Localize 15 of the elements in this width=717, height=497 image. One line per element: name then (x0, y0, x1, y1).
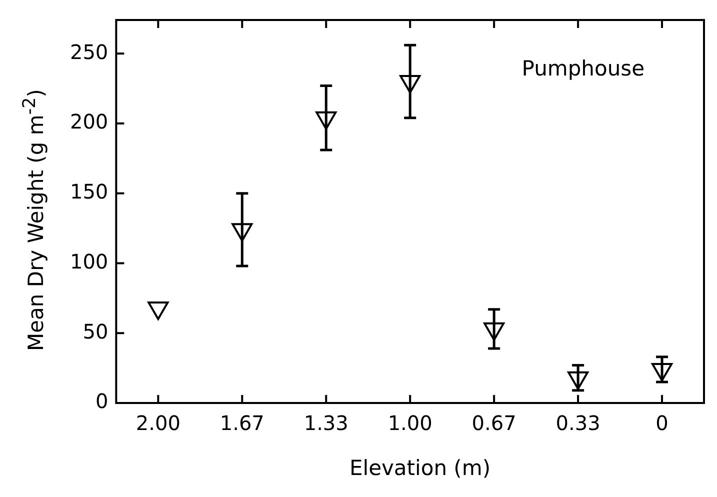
x-tick-label: 0.33 (556, 411, 600, 436)
y-tick-label: 100 (70, 249, 108, 274)
x-tick-label: 1.00 (388, 411, 432, 436)
x-tick-label: 1.67 (220, 411, 264, 436)
y-tick-label: 200 (70, 110, 108, 134)
y-tick-label: 50 (82, 319, 108, 344)
annotation: Pumphouse (522, 56, 644, 80)
x-axis-title: Elevation (m) (349, 456, 491, 480)
x-tick-label: 2.00 (136, 411, 180, 436)
y-tick-label: 250 (70, 40, 108, 64)
x-tick-label: 0 (656, 411, 668, 436)
y-tick-label: 150 (70, 180, 108, 204)
y-tick-label: 0 (95, 389, 108, 414)
x-tick-label: 0.67 (472, 411, 516, 436)
x-tick-label: 1.33 (304, 411, 348, 436)
